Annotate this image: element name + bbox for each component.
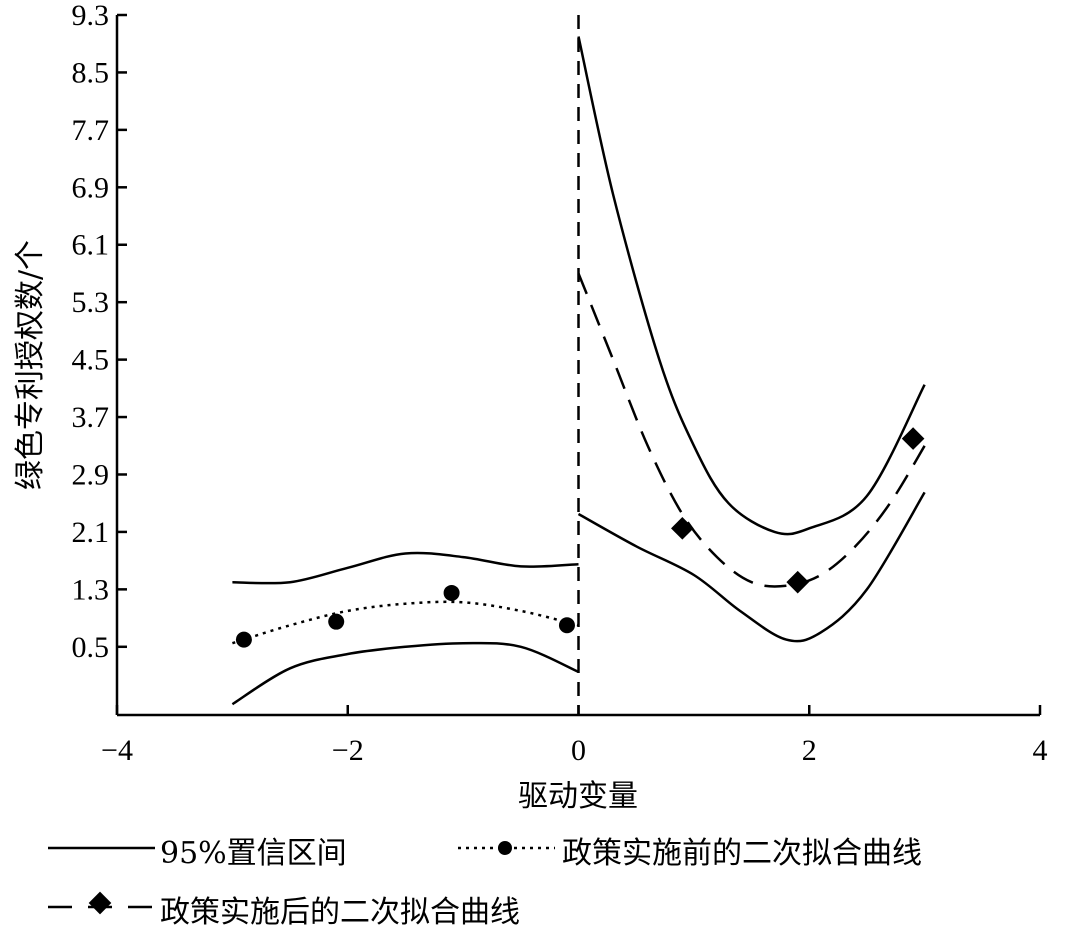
plot-area <box>231 15 926 715</box>
x-tick-label: −2 <box>332 734 364 767</box>
legend-symbol-pre <box>458 841 555 855</box>
y-axis-title: 绿色专利授权数/个 <box>13 240 48 490</box>
pre-data-point <box>558 617 575 634</box>
y-tick-label: 5.3 <box>72 286 110 319</box>
y-tick-label: 6.9 <box>72 171 110 204</box>
y-tick-label: 2.1 <box>72 516 110 549</box>
y-tick-label: 4.5 <box>72 344 110 377</box>
legend-label-post: 政策实施后的二次拟合曲线 <box>160 895 520 930</box>
post-data-point <box>671 517 694 540</box>
pre-data-point <box>443 584 460 601</box>
x-tick-label: −4 <box>101 734 133 767</box>
y-tick-label: 2.9 <box>72 458 110 491</box>
ci-curve <box>232 551 579 585</box>
legend-symbol-post <box>48 891 155 915</box>
pre-fit-line <box>232 600 579 645</box>
ci-curve <box>577 491 926 643</box>
y-tick-label: 3.7 <box>72 401 110 434</box>
ci-curve <box>577 36 926 536</box>
ci-curve <box>231 641 580 706</box>
post-fit-line <box>577 273 926 588</box>
ticks: −4 −2 0 2 4 0.5 1.3 2.1 2.9 3.7 4.5 5.3 6.1 6.9 7.7 8.5… <box>72 0 1048 767</box>
y-tick-label: 9.3 <box>72 0 110 32</box>
x-axis-title: 驱动变量 <box>518 779 638 814</box>
y-tick-label: 0.5 <box>72 631 110 664</box>
y-tick-label: 6.1 <box>72 229 110 262</box>
post-data-point <box>901 427 925 450</box>
legend-label-pre: 政策实施前的二次拟合曲线 <box>562 836 922 871</box>
x-tick-label: 0 <box>571 734 586 767</box>
pre-data-point <box>235 631 252 648</box>
legend-label-ci: 95%置信区间 <box>160 836 347 871</box>
post-data-point <box>786 570 810 594</box>
x-tick-label: 4 <box>1033 734 1048 767</box>
y-tick-label: 1.3 <box>72 573 110 606</box>
pre-data-point <box>328 613 345 630</box>
y-tick-label: 7.7 <box>72 114 110 147</box>
x-tick-label: 2 <box>802 734 817 767</box>
y-tick-label: 8.5 <box>72 56 110 89</box>
